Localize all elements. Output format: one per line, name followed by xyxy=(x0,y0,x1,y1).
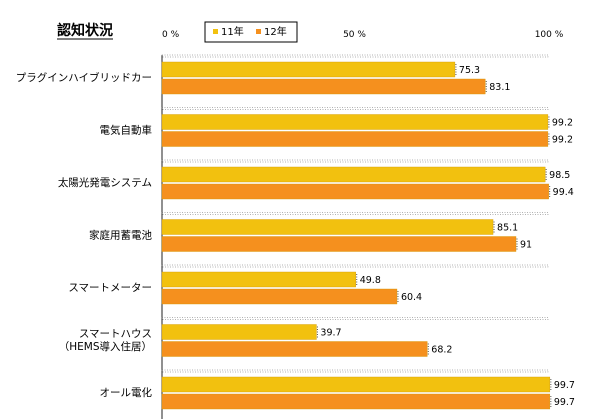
bar xyxy=(161,78,486,95)
bar xyxy=(161,271,356,288)
category-label: 電気自動車 xyxy=(100,124,153,137)
category-label: スマートメーター xyxy=(68,282,152,294)
value-label: 99.2 xyxy=(552,135,573,146)
value-label: 99.2 xyxy=(552,118,573,129)
category-divider xyxy=(161,264,549,268)
bar xyxy=(161,131,549,147)
bar xyxy=(161,376,551,393)
x-tick-label: 0 % xyxy=(162,30,180,40)
value-label: 83.1 xyxy=(489,82,510,93)
legend-box xyxy=(204,21,298,43)
value-label: 39.7 xyxy=(320,328,341,339)
legend-label: 11年 xyxy=(221,25,244,38)
value-label: 85.1 xyxy=(497,223,518,234)
value-label: 75.3 xyxy=(459,65,480,76)
bar xyxy=(161,183,549,200)
category-divider xyxy=(161,54,549,58)
value-label: 49.8 xyxy=(360,275,381,286)
value-label: 99.7 xyxy=(554,380,575,391)
x-tick-label: 100 % xyxy=(535,30,564,40)
bar xyxy=(161,219,494,235)
legend-swatch xyxy=(213,29,218,34)
value-label: 99.4 xyxy=(553,187,574,198)
bar xyxy=(161,166,546,183)
value-label: 98.5 xyxy=(549,170,570,181)
category-label: （HEMS導入住居） xyxy=(59,340,152,353)
x-tick-label: 50 % xyxy=(343,30,366,40)
bar xyxy=(161,393,551,410)
bar xyxy=(161,236,517,252)
bar xyxy=(161,114,549,130)
category-divider xyxy=(161,212,549,215)
category-label: 太陽光発電システム xyxy=(58,176,152,189)
legend-label: 12年 xyxy=(264,25,287,38)
category-divider xyxy=(161,369,549,373)
value-label: 91 xyxy=(520,240,532,251)
bar xyxy=(161,288,398,305)
category-label: 家庭用蓄電池 xyxy=(89,229,152,242)
value-label: 68.2 xyxy=(431,345,452,356)
legend-swatch xyxy=(256,29,261,34)
category-divider xyxy=(161,107,549,110)
category-label: オール電化 xyxy=(100,386,153,399)
category-label: プラグインハイブリッドカー xyxy=(16,71,152,84)
bar xyxy=(161,324,317,340)
value-label: 99.7 xyxy=(554,397,575,408)
bar xyxy=(161,61,456,78)
category-divider xyxy=(161,317,549,320)
category-label: スマートハウス xyxy=(79,328,152,340)
category-divider xyxy=(161,159,549,163)
bar xyxy=(161,341,428,357)
value-label: 60.4 xyxy=(401,292,422,303)
chart-title: 認知状況 xyxy=(57,22,113,39)
